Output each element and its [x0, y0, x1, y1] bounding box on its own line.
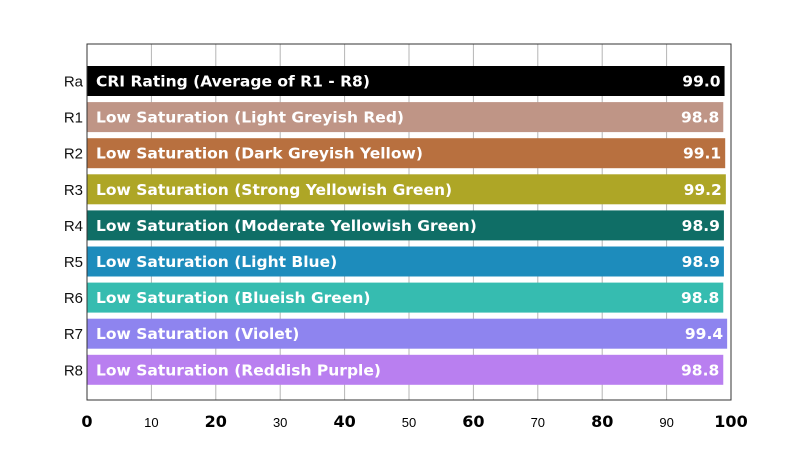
bar-value: 99.0: [682, 73, 720, 91]
bar-row: Low Saturation (Violet) 99.4: [87, 318, 728, 349]
row-code-label: R8: [64, 362, 83, 379]
row-code-label: R1: [64, 110, 83, 127]
bar-value: 98.9: [682, 253, 720, 271]
bars: CRI Rating (Average of R1 - R8) 99.0 Low S…: [87, 66, 728, 385]
bar-label: Low Saturation (Reddish Purple): [96, 361, 381, 379]
bar-value: 99.1: [683, 145, 721, 163]
bar-value: 98.9: [682, 217, 720, 235]
bar-label: CRI Rating (Average of R1 - R8): [96, 73, 370, 91]
row-code-label: R7: [64, 326, 83, 343]
row-code-label: Ra: [64, 74, 84, 91]
x-tick-label: 30: [273, 415, 287, 430]
x-axis-ticks: 0 10 20 30 40 50 60 70 80 90 100: [81, 412, 747, 431]
bar: [87, 282, 724, 313]
bar-row: Low Saturation (Moderate Yellowish Green…: [87, 210, 724, 241]
row-code-label: R6: [64, 290, 83, 307]
row-codes: Ra R1 R2 R3 R4 R5 R6 R7 R8: [64, 74, 84, 380]
bar-row: Low Saturation (Dark Greyish Yellow) 99.1: [87, 138, 726, 169]
x-tick-label: 10: [144, 415, 158, 430]
bar-row: Low Saturation (Light Greyish Red) 98.8: [87, 102, 724, 133]
bar-row: Low Saturation (Reddish Purple) 98.8: [87, 354, 724, 385]
bar: [87, 138, 726, 169]
bar: [87, 318, 728, 349]
x-tick-label: 80: [591, 412, 613, 431]
bar-label: Low Saturation (Light Blue): [96, 253, 337, 271]
bar-value: 98.8: [681, 109, 719, 127]
bar-row: CRI Rating (Average of R1 - R8) 99.0: [87, 66, 725, 96]
bar-label: Low Saturation (Strong Yellowish Green): [96, 181, 452, 199]
bar-value: 99.4: [685, 325, 723, 343]
bar-value: 98.8: [681, 361, 719, 379]
bar: [87, 354, 724, 385]
bar-row: Low Saturation (Light Blue) 98.9: [87, 246, 724, 277]
bar-row: Low Saturation (Blueish Green) 98.8: [87, 282, 724, 313]
bar-label: Low Saturation (Violet): [96, 325, 299, 343]
x-tick-label: 0: [81, 412, 92, 431]
x-tick-label: 20: [205, 412, 227, 431]
bar-label: Low Saturation (Moderate Yellowish Green…: [96, 217, 477, 235]
bar-value: 98.8: [681, 289, 719, 307]
plot-frame: [86, 43, 732, 401]
bar: [87, 246, 724, 277]
bar-label: Low Saturation (Dark Greyish Yellow): [96, 145, 423, 163]
x-tick-label: 100: [714, 412, 747, 431]
row-code-label: R3: [64, 182, 83, 199]
x-tick-label: 40: [333, 412, 355, 431]
bar-row: Low Saturation (Strong Yellowish Green) 9…: [87, 174, 726, 205]
bar-label: Low Saturation (Blueish Green): [96, 289, 370, 307]
bar-label: Low Saturation (Light Greyish Red): [96, 109, 404, 127]
bar: [87, 102, 724, 133]
x-tick-label: 60: [462, 412, 484, 431]
row-code-label: R2: [64, 146, 83, 163]
x-tick-label: 90: [659, 415, 673, 430]
row-code-label: R5: [64, 254, 83, 271]
x-tick-label: 70: [531, 415, 545, 430]
bar: [87, 174, 726, 205]
row-code-label: R4: [64, 218, 83, 235]
bar: [87, 66, 725, 96]
x-tick-label: 50: [402, 415, 416, 430]
bar-value: 99.2: [684, 181, 722, 199]
bar: [87, 210, 724, 241]
